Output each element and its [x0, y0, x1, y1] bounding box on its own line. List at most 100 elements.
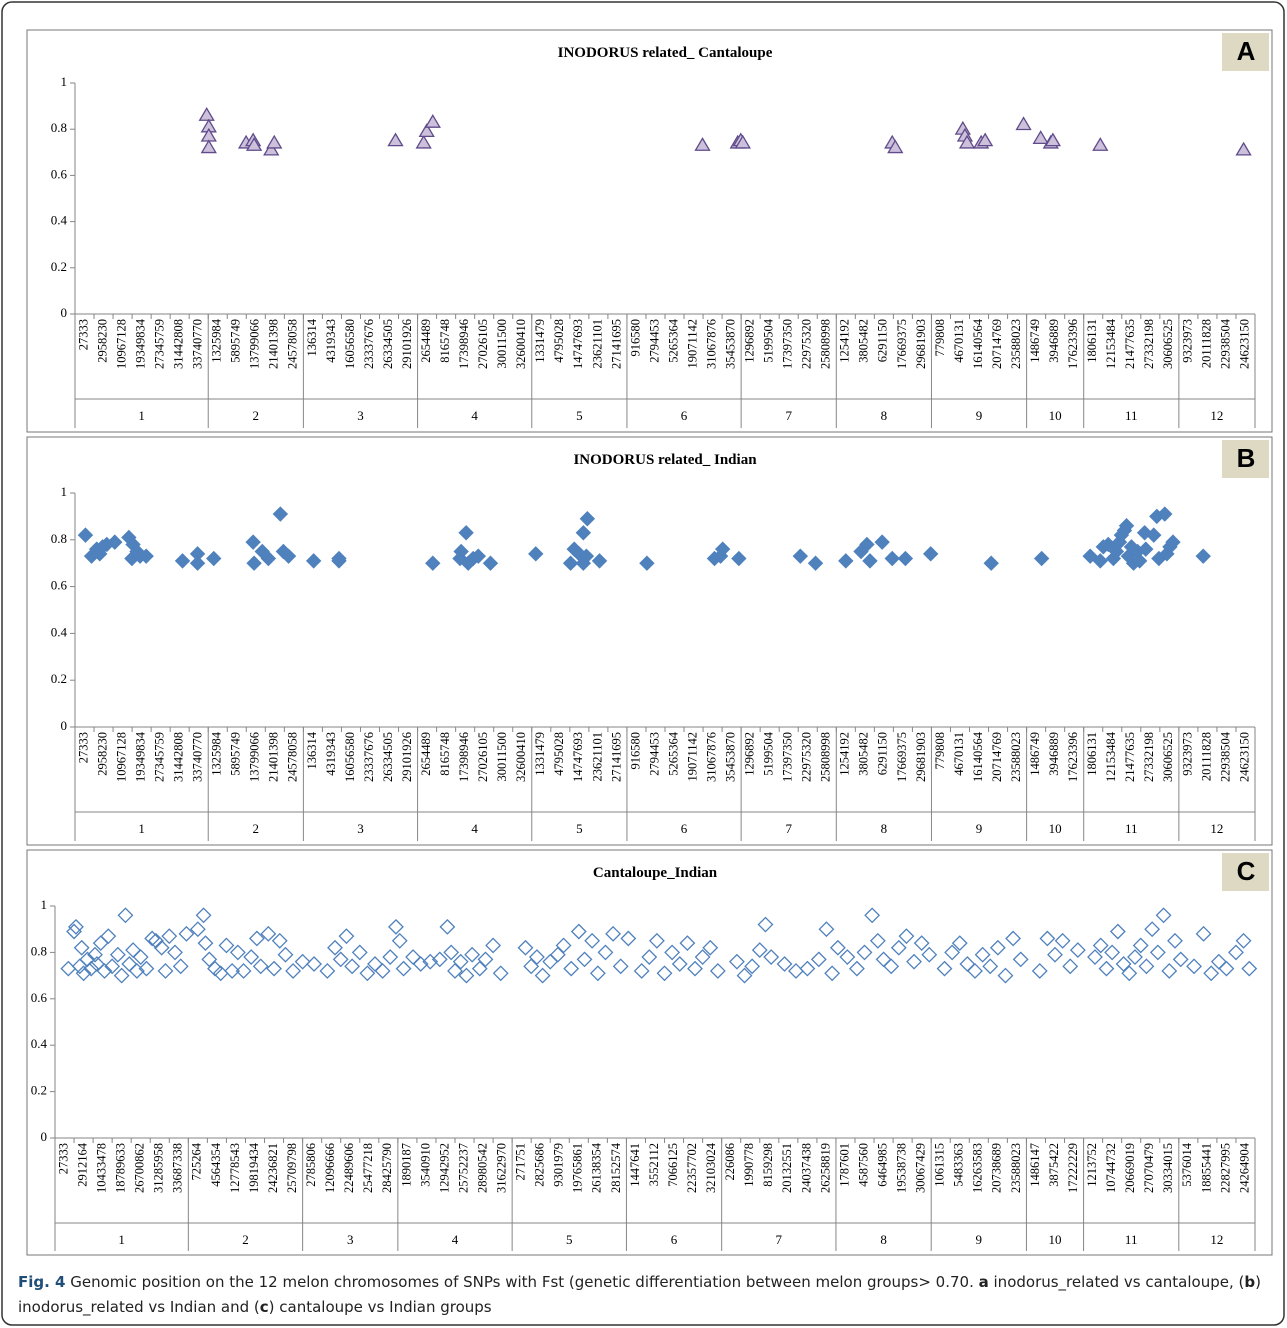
data-point [470, 548, 487, 564]
data-point [100, 928, 117, 945]
data-point [327, 939, 343, 956]
data-point [884, 550, 900, 567]
data-point [714, 541, 731, 557]
x-tick-label: 916580 [628, 319, 642, 357]
data-point [731, 550, 747, 567]
x-tick-label: 28980542 [475, 1143, 489, 1193]
y-tick-label: 1 [61, 74, 68, 89]
data-point [452, 550, 468, 567]
data-point [280, 548, 297, 564]
group-label: 12 [1210, 821, 1223, 836]
data-point [829, 939, 846, 956]
panel-label-box [1222, 440, 1269, 478]
data-point [958, 134, 976, 149]
caption-part: inodorus_related vs cantaloupe, ( [988, 1273, 1245, 1291]
x-tick-label: 23588023 [1009, 319, 1023, 369]
data-point [1039, 930, 1056, 947]
data-point [153, 939, 170, 956]
data-point [452, 953, 469, 970]
x-tick-label: 23588023 [1009, 1143, 1023, 1193]
data-point [523, 958, 540, 975]
data-point [224, 963, 241, 979]
data-point [605, 925, 622, 942]
x-tick-label: 10744732 [1104, 1143, 1118, 1193]
x-tick-label: 30606525 [1161, 732, 1175, 782]
data-point [266, 960, 282, 977]
x-tick-label: 22827995 [1218, 1143, 1232, 1193]
data-point [245, 534, 261, 550]
x-tick-label: 16056580 [343, 319, 357, 369]
data-point [575, 525, 592, 541]
data-point [424, 113, 441, 128]
data-point [245, 137, 263, 151]
x-tick-label: 2958230 [95, 319, 109, 363]
data-point [207, 960, 223, 977]
x-tick-label: 1486147 [1028, 1143, 1042, 1187]
x-tick-label: 1254192 [838, 319, 852, 363]
data-point [944, 944, 961, 961]
data-point [528, 949, 545, 965]
data-point [728, 953, 745, 970]
data-point [1031, 963, 1048, 979]
x-tick-label: 4670131 [952, 319, 966, 363]
group-label: 7 [776, 1232, 783, 1247]
data-point [66, 923, 82, 940]
data-point [913, 935, 930, 952]
x-tick-label: 4670131 [952, 732, 966, 776]
x-tick-label: 20111828 [1199, 319, 1213, 368]
data-point [534, 967, 551, 984]
group-label: 4 [452, 1232, 459, 1247]
caption-part: ) inodorus_related vs Indian and ( [18, 1273, 1261, 1316]
x-tick-label: 16140564 [971, 731, 985, 782]
x-tick-label: 10967128 [114, 732, 128, 782]
y-tick-label: 1 [41, 897, 48, 912]
data-point [869, 932, 886, 949]
x-tick-label: 17398946 [457, 319, 471, 369]
x-tick-label: 2794453 [647, 732, 661, 776]
x-tick-label: 2825686 [533, 1143, 547, 1187]
group-label: 10 [1049, 1232, 1062, 1247]
x-tick-label: 4587560 [856, 1143, 870, 1187]
data-point [415, 134, 432, 149]
group-label: 12 [1210, 408, 1223, 423]
data-point [890, 939, 907, 956]
data-point [1228, 944, 1244, 961]
x-tick-label: 19819434 [247, 1142, 261, 1193]
data-point [1115, 956, 1132, 972]
data-point [1087, 949, 1103, 965]
x-tick-label: 24236821 [266, 1143, 280, 1193]
x-tick-label: 24264904 [1237, 1142, 1251, 1193]
x-tick-label: 24623150 [1237, 732, 1251, 782]
data-point [305, 553, 322, 569]
x-tick-label: 2654489 [419, 732, 433, 776]
x-tick-label: 17669375 [895, 732, 909, 782]
data-point [897, 550, 914, 567]
x-tick-label: 14747693 [571, 319, 585, 369]
x-tick-label: 3875422 [1047, 1143, 1061, 1187]
panel-label: B [1237, 443, 1256, 473]
group-label: 3 [357, 821, 364, 836]
data-point [132, 949, 149, 965]
x-tick-label: 20714769 [990, 319, 1004, 369]
data-point [864, 907, 881, 924]
group-label: 12 [1210, 1232, 1223, 1247]
x-tick-label: 19349834 [133, 318, 147, 369]
data-point [983, 555, 999, 571]
y-tick-label: 0.2 [31, 1083, 47, 1098]
x-tick-label: 23337676 [362, 732, 376, 782]
x-tick-label: 19071142 [685, 319, 699, 369]
x-tick-label: 18855441 [1199, 1143, 1213, 1193]
data-point [818, 921, 835, 938]
x-tick-label: 3540910 [418, 1143, 432, 1187]
data-point [576, 951, 593, 968]
x-tick-label: 1806131 [1085, 319, 1099, 363]
data-point [391, 932, 408, 949]
x-tick-label: 1447641 [628, 1143, 642, 1187]
data-point [482, 555, 499, 571]
x-tick-label: 21477635 [1123, 319, 1137, 369]
data-point [694, 137, 711, 151]
data-point [976, 132, 994, 147]
data-point [271, 932, 288, 949]
x-tick-label: 31442808 [172, 319, 186, 369]
x-tick-label: 136314 [305, 318, 319, 356]
